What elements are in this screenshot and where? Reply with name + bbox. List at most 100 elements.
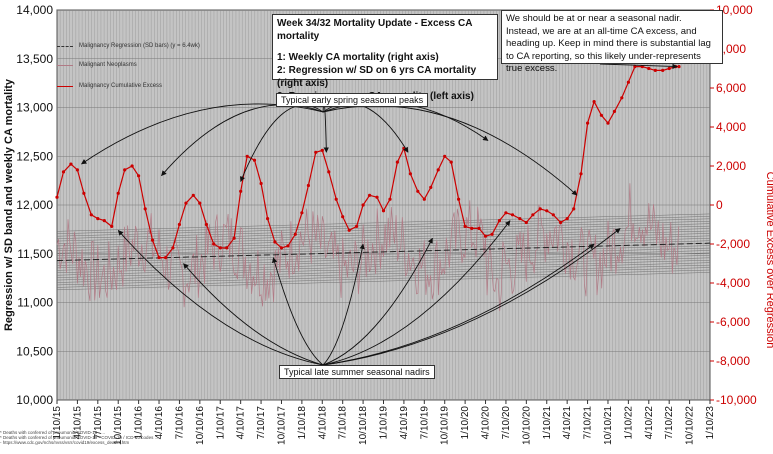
excess-point	[375, 195, 379, 199]
x-tick-label: 10/10/18	[358, 406, 369, 445]
excess-point	[75, 168, 79, 172]
x-tick-label: 7/10/21	[583, 406, 594, 440]
footnote-line: - https://www.cdc.gov/nchs/nvss/vsrr/cov…	[0, 440, 130, 445]
left-tick-label: 12,500	[16, 149, 53, 163]
excess-point	[306, 183, 310, 188]
sd-band-line	[56, 218, 711, 237]
legend-item: Malignancy Cumulative Excess	[57, 81, 162, 91]
excess-point	[436, 168, 440, 172]
excess-point	[388, 197, 392, 201]
left-tick-label: 10,500	[16, 344, 53, 358]
excess-point	[82, 191, 86, 195]
nadir-arrow	[117, 230, 324, 366]
left-tick-label: 14,000	[16, 3, 53, 17]
excess-point	[184, 201, 188, 205]
note-text: We should be at or near a seasonal nadir…	[506, 13, 711, 74]
legend-swatch	[57, 45, 73, 47]
excess-point	[551, 213, 555, 217]
excess-point	[116, 191, 120, 195]
excess-point	[204, 222, 208, 227]
excess-point	[545, 209, 549, 213]
excess-point	[586, 121, 590, 125]
legend-label: Malignancy Regression (SD bars) (y = 6.4…	[79, 43, 200, 49]
x-tick-label: 10/10/17	[276, 406, 287, 445]
nadir-arrow	[322, 237, 433, 366]
sd-band-line	[56, 235, 711, 254]
excess-point	[449, 160, 453, 164]
right-tick-label: -4,000	[716, 276, 750, 290]
x-tick-label: 1/10/20	[460, 406, 471, 440]
excess-point	[198, 201, 202, 205]
excess-point	[653, 68, 657, 72]
excess-point	[599, 113, 604, 117]
excess-point	[347, 228, 351, 232]
sd-band-line	[56, 220, 711, 239]
x-tick-label: 10/10/21	[603, 406, 614, 445]
excess-point	[69, 162, 73, 166]
x-tick-label: 7/10/18	[338, 406, 349, 440]
sd-band-line	[56, 216, 711, 235]
nadir-arrow	[322, 220, 511, 366]
y-axis-right-label: Cumulative Excess over Regression	[764, 172, 773, 349]
excess-point	[463, 224, 467, 228]
excess-point	[320, 148, 324, 152]
excess-series	[55, 65, 681, 260]
excess-point	[416, 189, 420, 193]
excess-point	[137, 174, 141, 178]
excess-point	[123, 168, 127, 172]
excess-point	[212, 242, 216, 246]
x-tick-label: 10/10/19	[440, 406, 451, 445]
excess-point	[177, 222, 181, 227]
x-tick-label: 4/10/19	[399, 406, 410, 440]
left-tick-label: 13,000	[16, 101, 53, 115]
excess-point	[293, 232, 297, 236]
excess-point	[510, 213, 515, 217]
right-tick-label: 2,000	[716, 159, 746, 173]
excess-point	[150, 238, 155, 242]
sd-band-line	[56, 240, 711, 259]
right-tick-label: 4,000	[716, 120, 746, 134]
excess-point	[490, 232, 494, 236]
excess-point	[606, 121, 610, 125]
footnote-line: * Deaths with conferred of pneumonia/COV…	[0, 430, 106, 435]
right-tick-label: -10,000	[716, 393, 757, 407]
legend-item: Malignant Neoplasms	[57, 60, 137, 70]
legend-item: Malignancy Regression (SD bars) (y = 6.4…	[57, 41, 200, 51]
excess-point	[286, 244, 290, 248]
excess-point	[633, 65, 637, 69]
sd-band-line	[56, 264, 711, 283]
nadir-arrow	[322, 228, 621, 366]
excess-point	[408, 172, 412, 176]
excess-point	[61, 170, 66, 174]
excess-point	[422, 197, 426, 201]
y-axis-left-label: Regression w/ SD band and weekly CA mort…	[3, 78, 15, 331]
excess-point	[245, 154, 249, 158]
x-tick-label: 1/10/23	[705, 406, 716, 440]
x-tick-label: 4/10/20	[481, 406, 492, 440]
note-box: We should be at or near a seasonal nadir…	[501, 10, 723, 74]
left-axis-ticks: 10,000 10,500 11,000 11,500 12,000 12,500 13,0…	[16, 3, 53, 407]
excess-point	[667, 66, 671, 71]
excess-point	[572, 207, 576, 211]
excess-point	[96, 217, 100, 221]
subtitle-line: 1: Weekly CA mortality (right axis)	[277, 52, 439, 63]
peak-arrow	[240, 104, 324, 182]
excess-point	[443, 154, 447, 158]
excess-point	[273, 240, 277, 244]
excess-point	[279, 246, 284, 250]
legend-label: Malignancy Cumulative Excess	[79, 83, 163, 89]
excess-point	[565, 217, 569, 221]
x-tick-label: 7/10/20	[501, 406, 512, 440]
excess-point	[457, 197, 461, 201]
nadir-arrow	[183, 263, 324, 366]
excess-point	[368, 193, 372, 197]
x-tick-label: 4/10/18	[317, 406, 328, 440]
excess-point	[110, 224, 114, 228]
x-tick-label: 7/10/15	[93, 406, 104, 440]
chart-title: Week 34/32 Mortality Update - Excess CA …	[277, 18, 473, 42]
excess-point	[130, 164, 134, 168]
excess-point	[314, 150, 318, 154]
sd-band-line	[56, 228, 711, 247]
excess-point	[225, 246, 229, 250]
annotation-nadirs: Typical late summer seasonal nadirs	[279, 365, 435, 379]
